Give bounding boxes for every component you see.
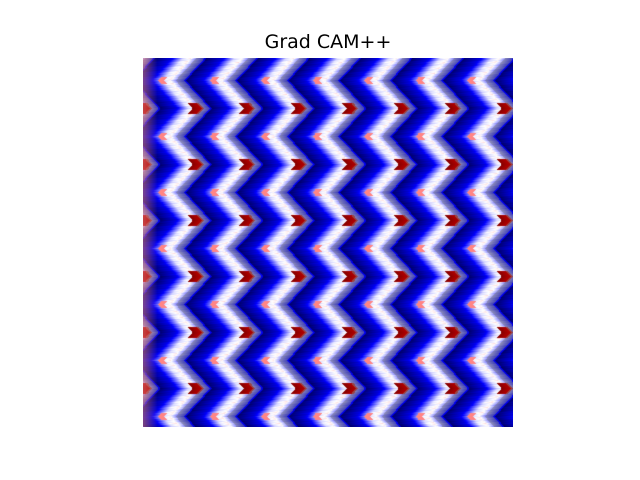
figure-title: Grad CAM++ xyxy=(264,31,392,53)
heatmap-panel xyxy=(143,58,513,427)
grad-cam-heatmap-image xyxy=(143,58,513,427)
